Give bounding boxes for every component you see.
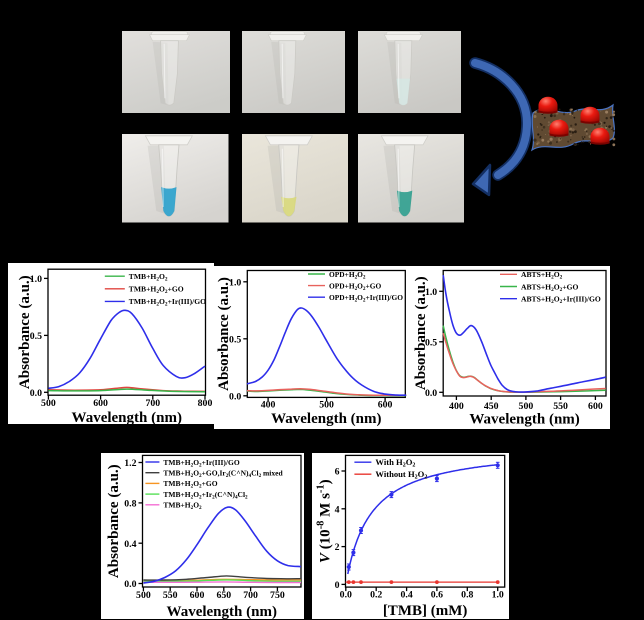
svg-text:750: 750 [270,590,285,601]
svg-text:500: 500 [519,401,534,412]
svg-text:0.5: 0.5 [229,334,241,345]
svg-text:650: 650 [216,590,231,601]
svg-text:0: 0 [335,580,340,591]
svg-text:550: 550 [163,590,178,601]
svg-text:Absorbance (a.u.): Absorbance (a.u.) [413,276,429,390]
svg-text:400: 400 [261,399,276,410]
svg-text:TMB+H2​O2​+Ir(III)/GO: TMB+H2​O2​+Ir(III)/GO [129,297,206,308]
svg-text:Wavelength (nm): Wavelength (nm) [72,410,182,424]
svg-text:1.0: 1.0 [492,590,504,601]
svg-text:4: 4 [335,504,340,515]
svg-text:1.0: 1.0 [229,277,241,288]
svg-text:0.0: 0.0 [124,579,136,590]
svg-text:OPD+H2​O2​+Ir(III)/GO: OPD+H2​O2​+Ir(III)/GO [329,293,403,304]
svg-text:2: 2 [335,542,340,553]
svg-text:TMB+H2​O2​+Ir2​(C^N)4​Cl2​: TMB+H2​O2​+Ir2​(C^N)4​Cl2​ [163,490,248,501]
svg-text:0.5: 0.5 [425,337,437,348]
svg-text:TMB+H2​O2​+Ir(III)/GO: TMB+H2​O2​+Ir(III)/GO [163,458,239,469]
svg-text:500: 500 [136,590,151,601]
svg-text:600: 600 [588,401,603,412]
svg-text:TMB+H2​O2​+GO: TMB+H2​O2​+GO [163,479,217,490]
svg-text:0.0: 0.0 [340,590,352,601]
svg-text:ABTS+H2​O2​+GO: ABTS+H2​O2​+GO [521,282,579,293]
svg-text:0.0: 0.0 [30,388,42,399]
svg-text:0.4: 0.4 [400,590,412,601]
svg-text:1.0: 1.0 [425,287,437,298]
svg-text:600: 600 [190,590,205,601]
svg-text:0.8: 0.8 [124,499,136,510]
svg-text:550: 550 [553,401,568,412]
svg-text:ABTS+H2​O2​: ABTS+H2​O2​ [521,270,563,281]
svg-text:1.0: 1.0 [30,274,42,285]
svg-text:OPD+H2​O2​: OPD+H2​O2​ [329,270,366,281]
svg-text:Absorbance (a.u.): Absorbance (a.u.) [216,277,232,391]
svg-text:Absorbance (a.u.): Absorbance (a.u.) [106,464,122,578]
svg-text:500: 500 [41,398,56,409]
svg-text:Wavelength (nm): Wavelength (nm) [469,412,579,428]
svg-text:0.4: 0.4 [124,539,136,550]
svg-text:500: 500 [319,399,334,410]
svg-text:600: 600 [93,398,108,409]
svg-text:0.2: 0.2 [370,590,382,601]
svg-text:With H2​O2​: With H2​O2​ [375,457,415,469]
svg-text:Absorbance (a.u.): Absorbance (a.u.) [17,275,33,389]
svg-text:0.0: 0.0 [229,391,241,402]
svg-text:600: 600 [378,399,393,410]
svg-text:TMB+H2​O2​+GO: TMB+H2​O2​+GO [129,285,184,296]
svg-text:TMB+H2​O2​: TMB+H2​O2​ [163,501,202,512]
svg-text:Wavelength (nm): Wavelength (nm) [271,411,381,427]
svg-text:6: 6 [335,467,340,478]
svg-text:OPD+H2​O2​+GO: OPD+H2​O2​+GO [329,281,381,292]
svg-text:Wavelength (nm): Wavelength (nm) [167,604,277,619]
svg-text:V (10-8​ M s-1​): V (10-8​ M s-1​) [316,479,334,563]
svg-text:0.0: 0.0 [425,388,437,399]
svg-text:450: 450 [484,401,499,412]
svg-text:TMB+H2​O2​+GO,Ir2​(C^N)4​Cl2​: TMB+H2​O2​+GO,Ir2​(C^N)4​Cl2​ mixed [163,469,283,480]
svg-text:[TMB] (mM): [TMB] (mM) [383,603,468,619]
svg-text:400: 400 [449,401,464,412]
svg-text:800: 800 [198,398,213,409]
svg-text:Without H2​O2​: Without H2​O2​ [375,469,427,481]
svg-text:0.6: 0.6 [431,590,443,601]
svg-text:TMB+H2​O2​: TMB+H2​O2​ [129,272,168,283]
svg-text:0.5: 0.5 [30,331,42,342]
svg-text:1.2: 1.2 [124,458,136,469]
svg-text:0.8: 0.8 [461,590,473,601]
svg-text:700: 700 [145,398,160,409]
svg-text:700: 700 [243,590,258,601]
svg-text:ABTS+H2​O2​+Ir(III)/GO: ABTS+H2​O2​+Ir(III)/GO [521,295,601,306]
